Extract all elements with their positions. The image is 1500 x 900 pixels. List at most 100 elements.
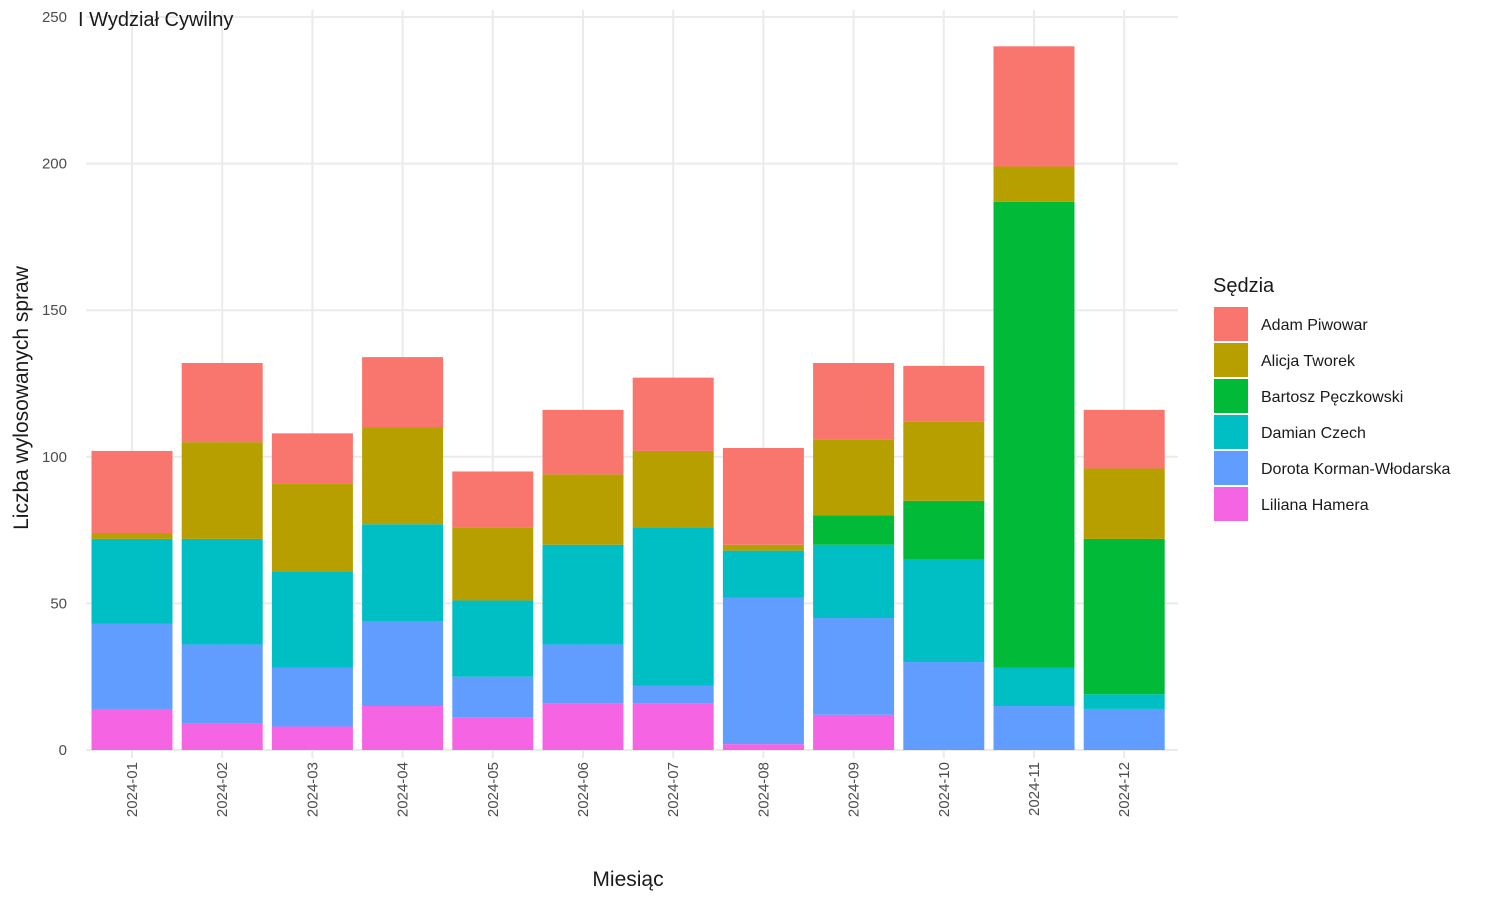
legend-swatch: [1214, 487, 1248, 521]
bar-segment: [452, 676, 534, 718]
y-tick-label: 250: [42, 9, 67, 26]
legend-label: Alicja Tworek: [1261, 353, 1356, 370]
legend-label: Adam Piwowar: [1261, 317, 1368, 334]
legend-swatch: [1214, 343, 1248, 377]
bar-segment: [542, 474, 624, 545]
x-tick-label: 2024-10: [936, 762, 953, 817]
x-tick-label: 2024-04: [395, 762, 412, 817]
legend-title: Sędzia: [1213, 275, 1275, 297]
bar-segment: [271, 571, 353, 668]
y-tick-label: 200: [42, 156, 67, 173]
bar-segment: [903, 500, 985, 560]
bar-segment: [362, 357, 444, 428]
bar-segment: [722, 597, 804, 745]
legend-label: Dorota Korman-Włodarska: [1261, 461, 1451, 478]
bar-segment: [813, 714, 895, 750]
bar-segment: [362, 706, 444, 750]
bar-segment: [722, 448, 804, 545]
bar-segment: [1083, 694, 1165, 709]
bar-segment: [362, 427, 444, 525]
bar-segment: [813, 439, 895, 516]
bar-segment: [903, 365, 985, 422]
bar-segment: [452, 527, 534, 601]
panel-label: I Wydział Cywilny: [78, 9, 233, 31]
bar-segment: [452, 600, 534, 677]
x-tick-label: 2024-01: [124, 762, 141, 817]
bar-segment: [813, 515, 895, 545]
bar-segment: [632, 377, 714, 451]
bar-segment: [452, 471, 534, 528]
legend: Sędzia Adam Piwowar Alicja Tworek Bartosz …: [1213, 275, 1451, 521]
bar-segment: [362, 620, 444, 707]
legend-label: Damian Czech: [1261, 425, 1366, 442]
bar-segment: [993, 667, 1075, 707]
bar-segment: [542, 544, 624, 645]
legend-swatch: [1214, 379, 1248, 413]
bar-segment: [1083, 538, 1165, 695]
y-tick-label: 150: [42, 302, 67, 319]
bar-segment: [1083, 708, 1165, 750]
y-tick-label: 50: [50, 595, 67, 612]
bar-segment: [632, 527, 714, 686]
bar-segment: [813, 618, 895, 715]
bar-segment: [1083, 409, 1165, 469]
x-tick-label: 2024-09: [846, 762, 863, 817]
bar-segment: [1083, 468, 1165, 539]
y-tick-label: 100: [42, 449, 67, 466]
bar-segment: [91, 623, 173, 709]
bar-segment: [632, 703, 714, 750]
bar-segment: [91, 533, 173, 539]
bar-segment: [91, 450, 173, 534]
bar-segment: [722, 744, 804, 750]
bar-segment: [542, 644, 624, 704]
legend-items: Adam Piwowar Alicja Tworek Bartosz Pęczkow…: [1214, 307, 1451, 521]
bar-segment: [993, 201, 1075, 668]
y-axis-ticks: 0 50 100 150 200 250: [42, 9, 67, 759]
bar-segment: [181, 644, 263, 724]
legend-swatch: [1214, 415, 1248, 449]
bar-segment: [813, 362, 895, 440]
bar-segment: [903, 559, 985, 663]
bar-segment: [993, 706, 1075, 750]
bar-segment: [542, 703, 624, 750]
bar-segment: [452, 717, 534, 750]
bar-segment: [722, 550, 804, 598]
bar-segment: [271, 667, 353, 727]
bar-segment: [903, 421, 985, 501]
bar-segment: [993, 166, 1075, 202]
bar-segment: [813, 544, 895, 619]
y-axis-title: Liczba wylosowanych spraw: [10, 265, 33, 530]
legend-swatch: [1214, 451, 1248, 485]
x-tick-label: 2024-08: [755, 762, 772, 817]
x-tick-label: 2024-11: [1026, 762, 1043, 816]
bar-segment: [181, 362, 263, 443]
x-tick-label: 2024-02: [214, 762, 231, 817]
x-tick-label: 2024-07: [665, 762, 682, 817]
x-tick-label: 2024-03: [304, 762, 321, 817]
bar-segment: [271, 433, 353, 484]
bar-segment: [722, 544, 804, 551]
bar-segment: [362, 524, 444, 621]
bar-segment: [181, 442, 263, 539]
bar-segment: [903, 662, 985, 750]
bar-segment: [993, 46, 1075, 167]
legend-label: Liliana Hamera: [1261, 497, 1369, 514]
x-tick-label: 2024-12: [1116, 762, 1133, 817]
bar-segment: [181, 723, 263, 750]
legend-swatch: [1214, 307, 1248, 341]
bar-segment: [91, 708, 173, 750]
bar-segment: [632, 450, 714, 528]
bars: [91, 46, 1165, 750]
bar-segment: [632, 685, 714, 704]
legend-label: Bartosz Pęczkowski: [1261, 389, 1403, 406]
x-axis-title: Miesiąc: [592, 868, 663, 891]
x-tick-label: 2024-05: [485, 762, 502, 817]
x-tick-label: 2024-06: [575, 762, 592, 817]
x-axis-ticks: 2024-01 2024-02 2024-03 2024-04 2024-05 2024-…: [124, 762, 1133, 817]
bar-segment: [271, 726, 353, 750]
bar-segment: [181, 538, 263, 645]
bar-segment: [542, 409, 624, 475]
bar-segment: [91, 538, 173, 624]
y-tick-label: 0: [59, 742, 67, 759]
